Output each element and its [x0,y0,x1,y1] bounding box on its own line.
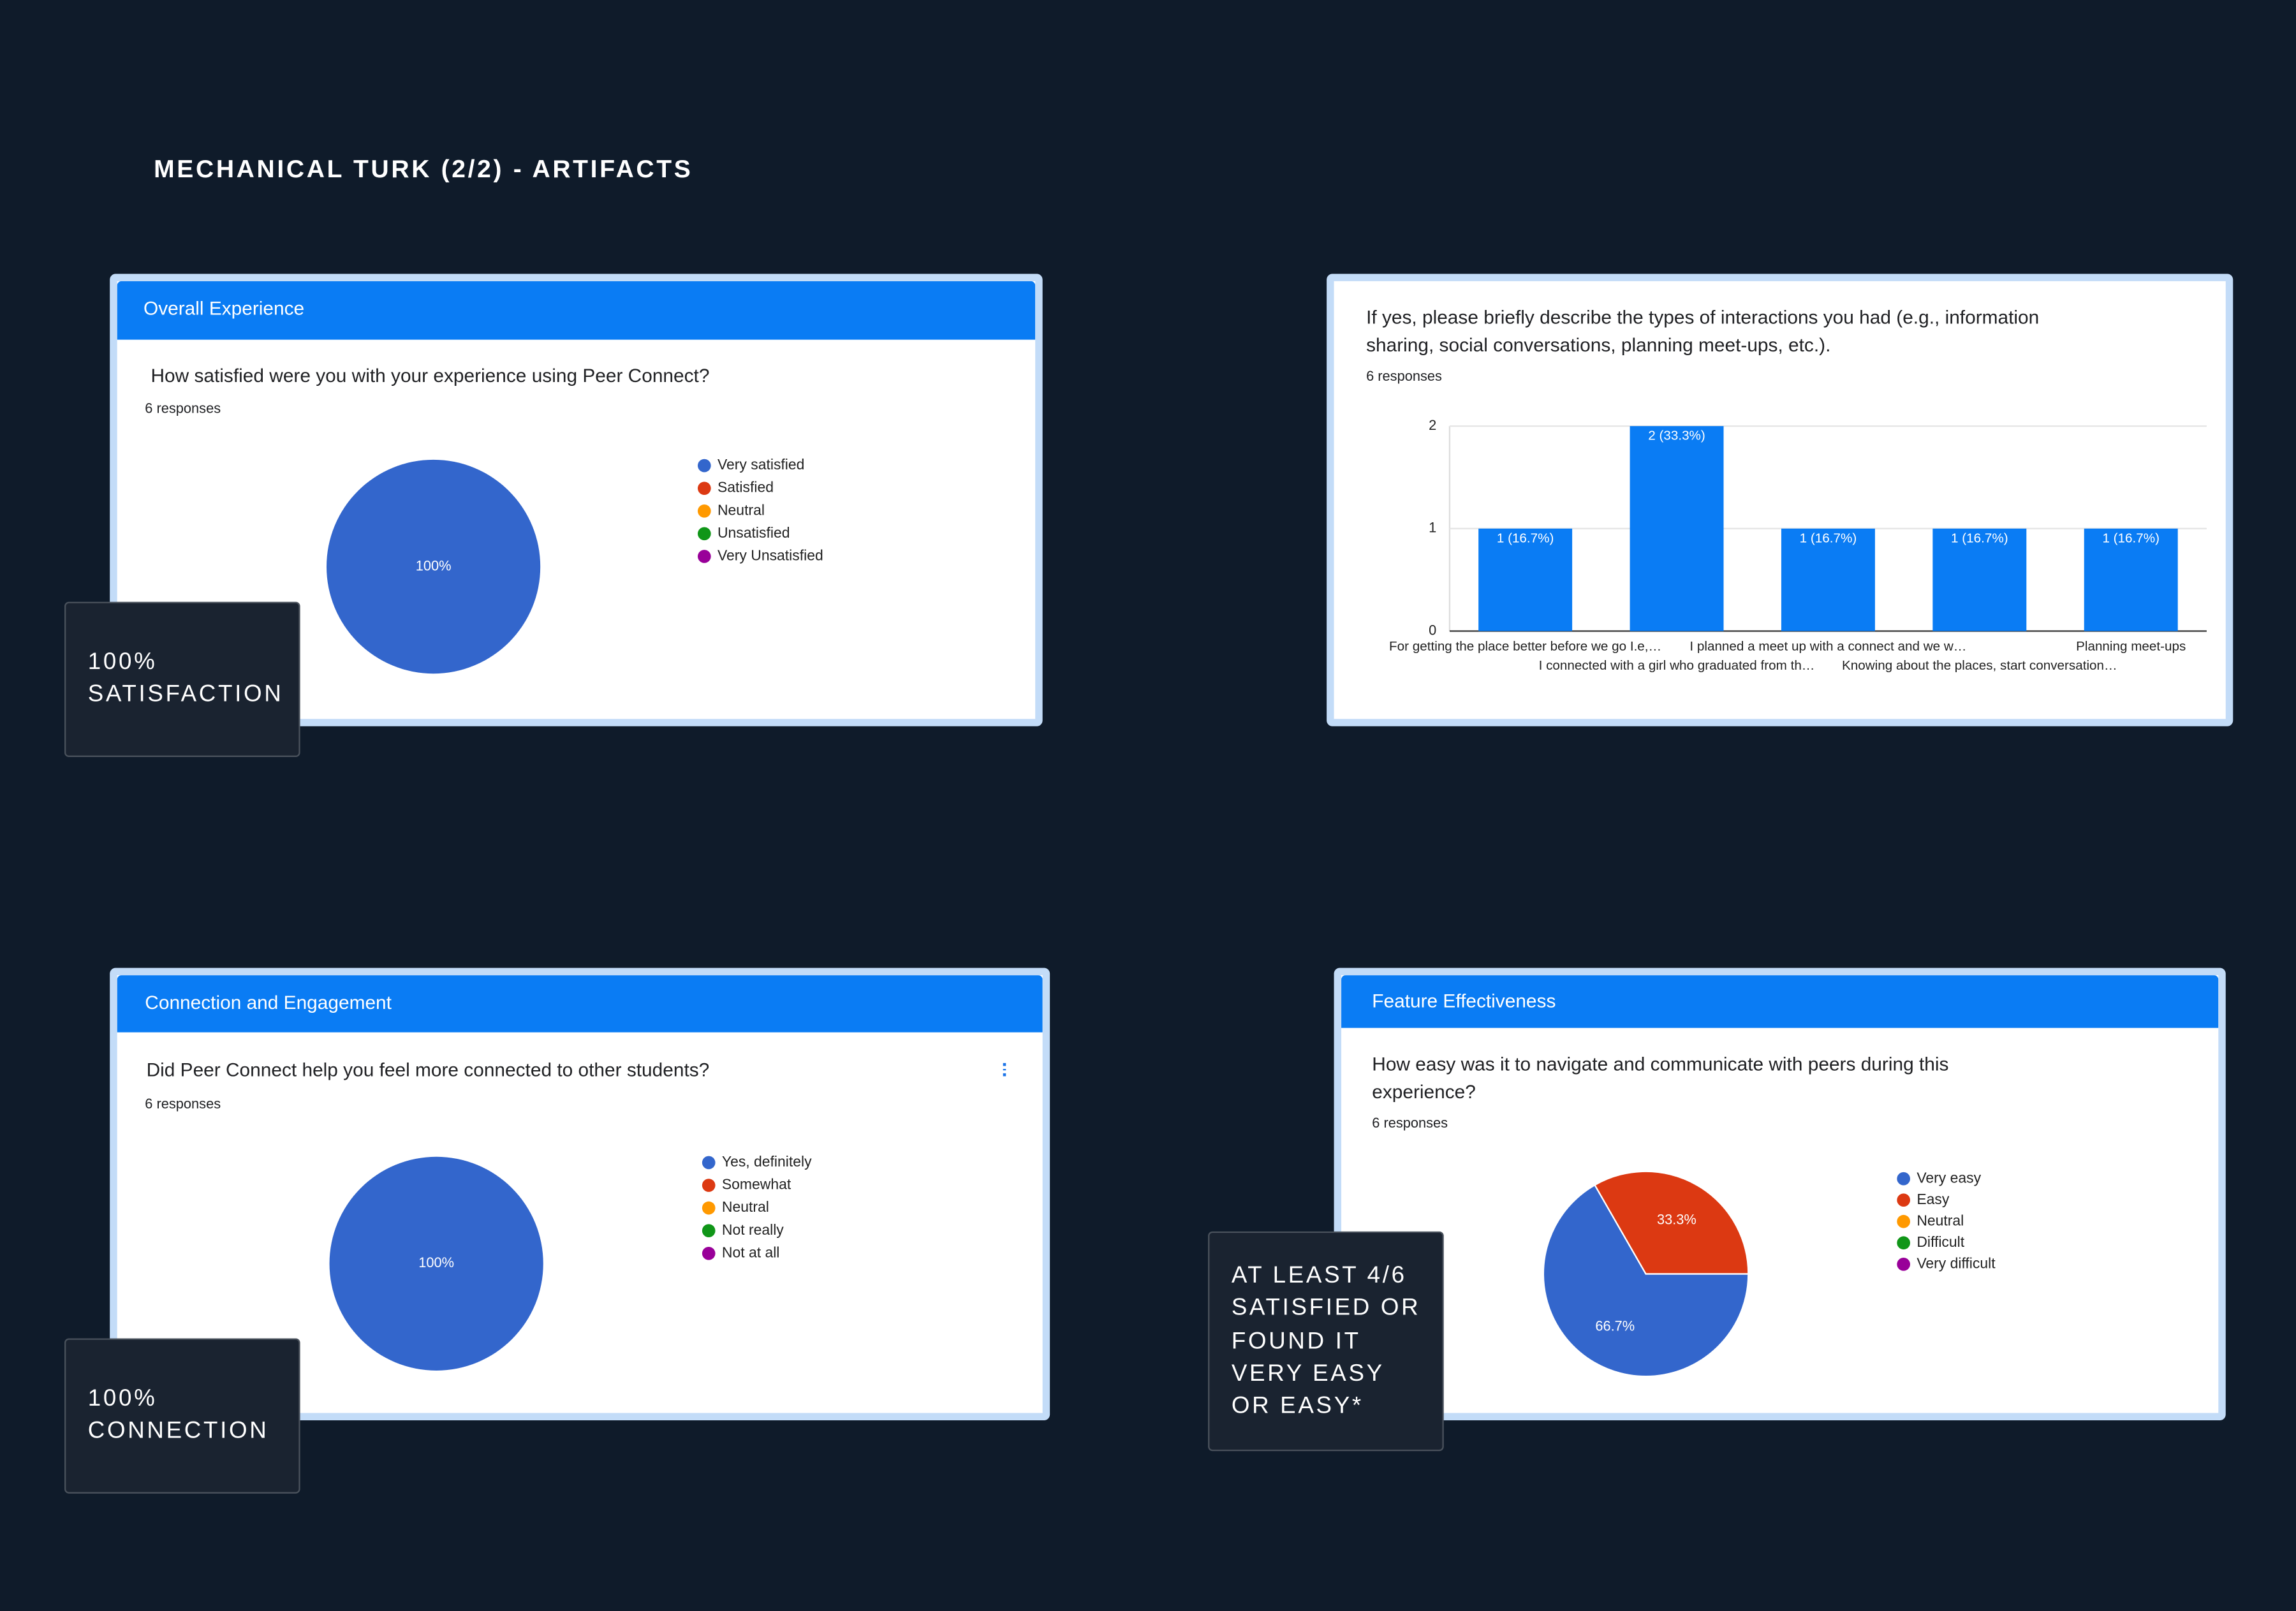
response-count: 6 responses [1372,1115,1448,1132]
legend-swatch [702,1156,716,1170]
callout-line: AT LEAST 4/6 [1231,1263,1407,1289]
callout-line: FOUND IT [1231,1328,1361,1354]
card-header-text: Overall Experience [143,297,305,320]
bar [1781,528,1875,631]
bar-label: 1 (16.7%) [1951,531,2008,545]
legend-label: Not at all [722,1244,780,1260]
legend-label: Yes, definitely [722,1153,812,1170]
bar [1932,528,2027,631]
card [1334,967,2226,1421]
x-tick-label: Knowing about the places, start conversa… [1842,658,2117,673]
x-tick-label: For getting the place better before we g… [1389,639,1661,654]
callout-line: 100% [87,1387,158,1412]
pie-slice [326,459,541,674]
legend-label: Difficult [1917,1233,1964,1250]
pie-slice [329,1156,543,1371]
bar [1478,528,1573,631]
legend-label: Neutral [722,1198,769,1215]
callout: 100% CONNECTION [64,1338,300,1494]
bar [2084,528,2178,631]
legend-label: Very difficult [1917,1254,1996,1271]
bar-label: 1 (16.7%) [1497,531,1554,545]
callout: 100% SATISFACTION [64,601,300,757]
bar [1630,426,1724,631]
question: If yes, please briefly describe the type… [1366,305,2040,356]
slice-label: 66.7% [1595,1318,1635,1334]
card-header [117,975,1043,1033]
legend-label: Easy [1917,1191,1950,1207]
legend-swatch [1897,1214,1911,1228]
legend-label: Unsatisfied [718,524,790,541]
legend-label: Very easy [1917,1169,1981,1186]
slice-label: 33.3% [1657,1212,1696,1228]
card [1327,274,2233,726]
card-header [1341,975,2219,1028]
callout: AT LEAST 4/6 SATISFIED OR FOUND IT VERY … [1208,1231,1444,1452]
bar-label: 1 (16.7%) [1800,531,1857,545]
legend-swatch [1897,1193,1911,1207]
legend-label: Very Unsatisfied [718,547,823,564]
response-count: 6 responses [145,401,221,418]
bar-label: 2 (33.3%) [1648,429,1705,443]
legend-swatch [702,1224,716,1238]
legend-swatch [697,527,711,541]
legend-swatch [697,504,711,518]
legend-swatch [1897,1257,1911,1271]
y-tick-label: 0 [1429,622,1436,638]
legend-label: Neutral [1917,1212,1964,1228]
legend-label: Very satisfied [718,456,804,473]
card-header [117,281,1036,340]
pie-slice [1542,1184,1749,1378]
legend-swatch [1897,1172,1911,1186]
question: How satisfied were you with your experie… [151,364,710,387]
response-count: 6 responses [1366,369,1442,385]
card-header-text: Feature Effectiveness [1372,990,1556,1012]
legend-swatch [697,459,711,473]
pie-slice [1593,1170,1749,1275]
legend-label: Neutral [718,501,765,518]
x-tick-label: I planned a meet up with a connect and w… [1689,639,1966,654]
slice-label: 100% [418,1254,454,1270]
legend-swatch [697,482,711,496]
legend-swatch [1897,1236,1911,1250]
bar-label: 1 (16.7%) [2102,531,2160,545]
response-count: 6 responses [145,1096,221,1113]
y-tick-label: 2 [1429,417,1436,433]
callout-line: 100% [87,650,158,675]
legend-swatch [702,1179,716,1192]
card-header-text: Connection and Engagement [145,991,392,1013]
legend-label: Somewhat [722,1176,791,1193]
question: Did Peer Connect help you feel more conn… [146,1058,710,1081]
question: How easy was it to navigate and communic… [1372,1052,1949,1103]
legend-label: Not really [722,1221,784,1238]
x-tick-label: I connected with a girl who graduated fr… [1539,658,1815,673]
callout-line: SATISFACTION [87,682,284,708]
menu-icon[interactable] [1003,1063,1006,1078]
y-tick-label: 1 [1429,520,1436,536]
callout-line: VERY EASY [1231,1361,1385,1387]
slice-label: 100% [416,557,452,573]
callout-line: CONNECTION [87,1419,269,1445]
legend-swatch [702,1201,716,1215]
legend-swatch [702,1246,716,1260]
legend-label: Satisfied [718,479,774,496]
callout-line: OR EASY* [1231,1394,1364,1420]
page-title: MECHANICAL TURK (2/2) - ARTIFACTS [154,155,693,183]
callout-line: SATISFIED OR [1231,1296,1421,1321]
legend-swatch [697,550,711,563]
x-tick-label: Planning meet-ups [2076,639,2186,654]
